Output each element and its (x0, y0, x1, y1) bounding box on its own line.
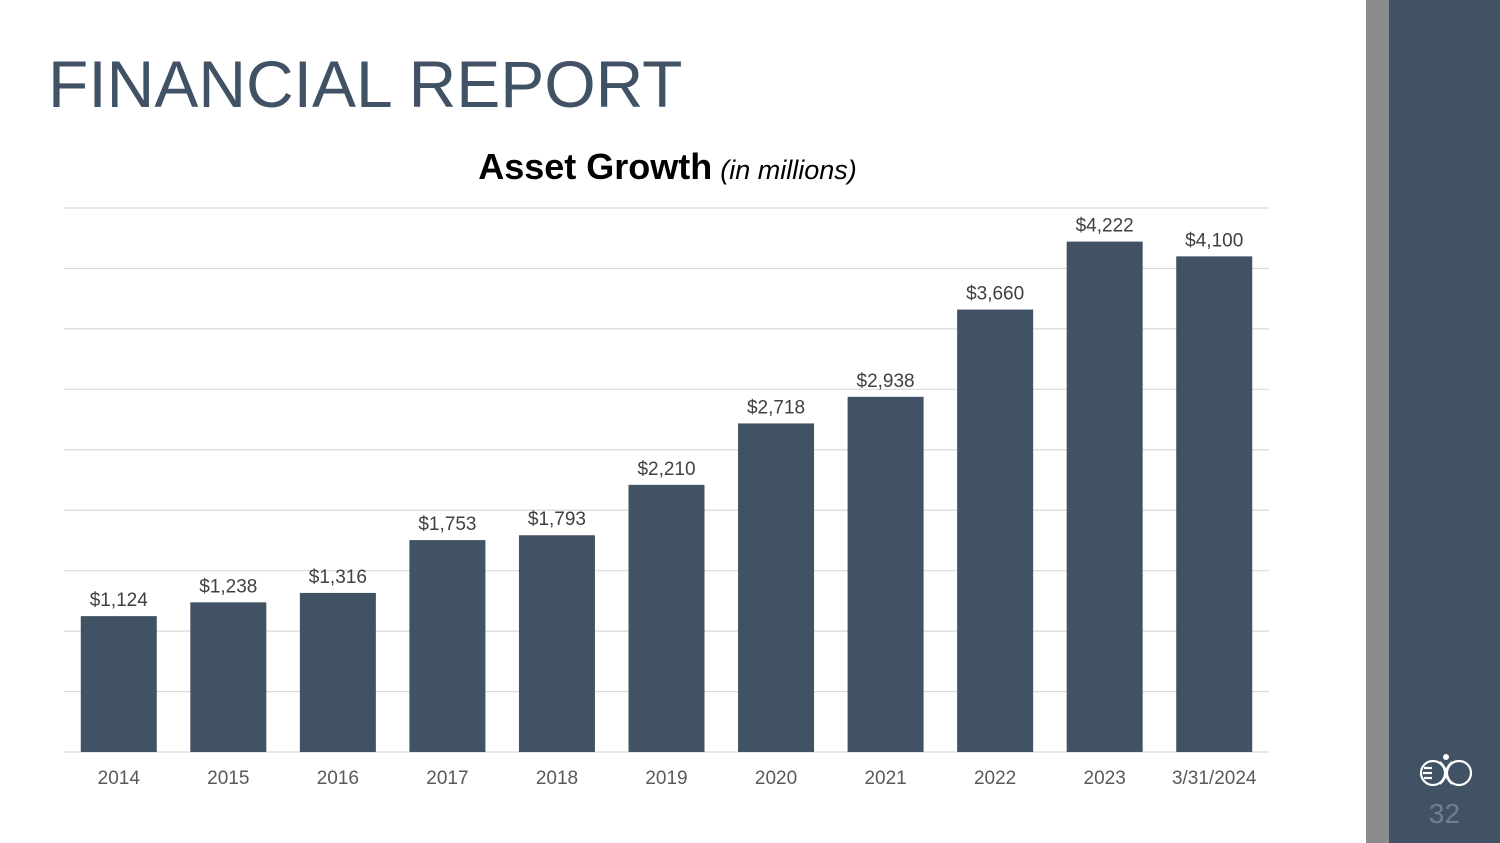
x-tick-label-2016: 2016 (317, 768, 359, 789)
sidebar-panel (1389, 0, 1500, 843)
chart-subtitle: (in millions) (720, 155, 857, 185)
bar-2016 (299, 592, 376, 752)
data-label-2017: $1,753 (418, 514, 476, 535)
data-label-2018: $1,793 (528, 509, 586, 530)
data-label-2015: $1,238 (199, 576, 257, 597)
bar-2018 (518, 535, 595, 752)
x-tick-label-2015: 2015 (207, 768, 249, 789)
x-tick-label-2023: 2023 (1084, 768, 1126, 789)
bar-2019 (628, 484, 705, 752)
bar-2021 (847, 396, 924, 752)
bar-2015 (190, 602, 267, 752)
chart-heading: Asset Growth (in millions) (0, 146, 1335, 188)
bar-2017 (409, 540, 486, 752)
data-label-2021: $2,938 (857, 371, 915, 392)
data-label-2020: $2,718 (747, 397, 805, 418)
sidebar-accent-band (1366, 0, 1389, 843)
bar-2023 (1066, 241, 1143, 752)
x-tick-label-2017: 2017 (426, 768, 468, 789)
x-tick-label-2018: 2018 (536, 768, 578, 789)
data-label-2014: $1,124 (90, 590, 149, 611)
bar-2022 (957, 309, 1034, 752)
data-label-3/31/2024: $4,100 (1185, 230, 1243, 251)
bar-2014 (80, 616, 157, 752)
asset-growth-bar-chart: $1,124 2014 $1,238 2015 $1,316 2016 $1,753 2017… (64, 207, 1269, 789)
x-tick-label-2021: 2021 (864, 768, 906, 789)
page-title: FINANCIAL REPORT (48, 47, 683, 121)
x-tick-label-2019: 2019 (645, 768, 687, 789)
bar-3/31/2024 (1176, 256, 1253, 752)
x-tick-label-2014: 2014 (98, 768, 141, 789)
page-number: 32 (1428, 798, 1461, 829)
chart-title: Asset Growth (478, 146, 713, 187)
bar-2020 (738, 423, 815, 752)
data-label-2019: $2,210 (637, 459, 695, 480)
data-label-2022: $3,660 (966, 284, 1024, 305)
bank-logo-icon (1419, 754, 1473, 787)
x-tick-label-2020: 2020 (755, 768, 797, 789)
data-label-2023: $4,222 (1076, 216, 1134, 237)
data-label-2016: $1,316 (309, 567, 367, 588)
x-tick-label-2022: 2022 (974, 768, 1016, 789)
x-tick-label-3/31/2024: 3/31/2024 (1172, 768, 1257, 789)
